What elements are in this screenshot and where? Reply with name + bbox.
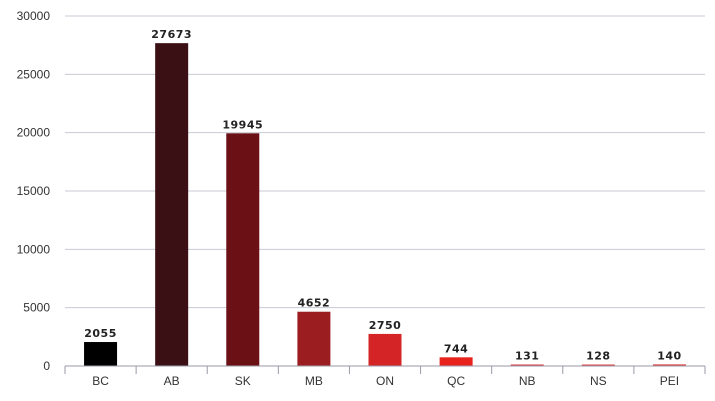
data-label-sk: 19945 xyxy=(222,118,263,131)
bar-sk xyxy=(226,133,260,366)
data-label-mb: 4652 xyxy=(298,297,331,310)
bar-bc xyxy=(84,342,118,366)
bar-pei xyxy=(652,364,686,366)
bars xyxy=(84,43,686,366)
x-category-ns: NS xyxy=(590,374,607,388)
y-axis-ticks: 0 5000 10000 15000 20000 25000 30000 xyxy=(17,9,51,373)
data-label-qc: 744 xyxy=(444,342,468,355)
bar-ns xyxy=(581,364,615,366)
bar-qc xyxy=(439,357,473,366)
data-label-ns: 128 xyxy=(586,350,610,363)
x-category-pei: PEI xyxy=(660,374,679,388)
y-tick-label: 30000 xyxy=(17,9,51,23)
x-category-bc: BC xyxy=(92,374,109,388)
x-axis-categories: BC AB SK MB ON QC NB NS PEI xyxy=(64,366,706,388)
data-label-on: 2750 xyxy=(369,319,402,332)
x-category-sk: SK xyxy=(235,374,251,388)
bar-mb xyxy=(297,311,331,366)
y-tick-label: 20000 xyxy=(17,126,51,140)
x-category-mb: MB xyxy=(305,374,323,388)
x-category-ab: AB xyxy=(164,374,180,388)
x-category-nb: NB xyxy=(519,374,536,388)
data-label-pei: 140 xyxy=(657,349,681,362)
data-labels: 2055 27673 19945 4652 2750 744 131 128 140 xyxy=(84,28,681,362)
x-category-qc: QC xyxy=(447,374,465,388)
bar-ab xyxy=(155,43,189,366)
y-tick-label: 10000 xyxy=(17,242,51,256)
y-tick-label: 25000 xyxy=(17,67,51,81)
data-label-bc: 2055 xyxy=(84,327,117,340)
bar-on xyxy=(368,333,402,366)
y-tick-label: 5000 xyxy=(23,301,50,315)
bar-nb xyxy=(510,364,544,366)
x-category-on: ON xyxy=(376,374,394,388)
y-tick-label: 0 xyxy=(43,359,50,373)
y-tick-label: 15000 xyxy=(17,184,51,198)
data-label-nb: 131 xyxy=(515,349,539,362)
data-label-ab: 27673 xyxy=(151,28,192,41)
